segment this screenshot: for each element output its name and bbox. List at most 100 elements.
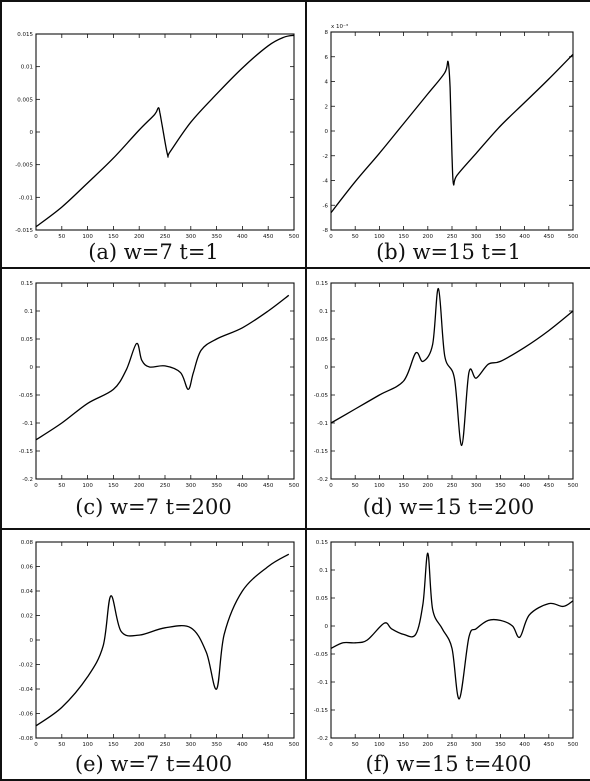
y-tick-label-e-6: 0.04 [21,589,34,595]
y-tick-label-d-6: 0.1 [319,309,328,315]
caption-b: (b) w=15 t=1 [376,240,521,264]
y-tick-label-b-4: 0 [325,129,329,135]
x-tick-label-f-7: 350 [495,742,506,748]
y-tick-label-f-3: -0.05 [314,652,329,658]
x-tick-label-e-2: 100 [82,742,93,748]
plot-frame-d [330,282,574,480]
y-tick-label-b-3: -2 [323,154,328,160]
x-tick-label-d-3: 150 [398,483,409,489]
plot-frame-b [330,31,574,231]
x-tick-label-c-3: 150 [108,483,119,489]
plot-frame-e [35,541,295,739]
x-tick-label-c-8: 400 [237,483,248,489]
x-tick-label-e-10: 500 [289,742,300,748]
y-tick-label-c-0: -0.2 [22,477,33,483]
x-tick-label-a-4: 200 [134,234,145,240]
x-tick-label-f-2: 100 [374,742,385,748]
x-tick-label-e-6: 300 [186,742,197,748]
y-tick-label-a-2: -0.005 [15,163,33,169]
x-tick-label-a-5: 250 [160,234,171,240]
y-tick-label-e-5: 0.02 [21,614,33,620]
series-line-d-0 [330,287,574,447]
y-tick-label-c-7: 0.15 [21,281,34,287]
x-tick-label-d-7: 350 [495,483,506,489]
x-tick-label-e-9: 450 [263,742,274,748]
y-tick-label-b-8: 8 [325,30,329,36]
x-tick-label-a-10: 500 [289,234,300,240]
row-divider-2 [0,528,590,530]
chart-c-svg: 0 50 100 150 200 250 300 350 400 450 500 -0.2 -0.15 -… [19,281,300,489]
y-tick-label-c-6: 0.1 [24,309,33,315]
caption-a: (a) w=7 t=1 [88,240,219,264]
y-tick-label-e-8: 0.08 [21,540,34,546]
subplot-d: 0 50 100 150 200 250 300 350 400 450 500 -0.2 -0.15 -… [307,269,590,528]
y-tick-label-d-3: -0.05 [314,393,329,399]
x-tick-label-f-5: 250 [447,742,458,748]
frame-bottom [0,779,590,781]
chart-f-svg: 0 50 100 150 200 250 300 350 400 450 500 -0.2 -0.15 -… [314,540,579,748]
chart-d-svg: 0 50 100 150 200 250 300 350 400 450 500 -0.2 -0.15 -… [314,281,579,489]
x-tick-label-b-6: 300 [471,234,482,240]
x-tick-label-d-8: 400 [519,483,530,489]
y-tick-label-e-0: -0.08 [19,736,34,742]
series-line-b-0 [330,53,574,214]
y-tick-label-f-1: -0.15 [314,708,329,714]
y-tick-label-a-6: 0.015 [17,32,33,38]
plot-frame-c [35,282,295,480]
x-tick-label-c-0: 0 [34,483,38,489]
x-tick-label-a-7: 350 [211,234,222,240]
y-tick-label-b-2: -4 [323,179,329,185]
y-tick-label-a-1: -0.01 [19,195,33,201]
y-tick-label-f-5: 0.05 [316,596,329,602]
x-tick-label-c-1: 50 [58,483,65,489]
x-tick-label-f-8: 400 [519,742,530,748]
x-tick-label-a-8: 400 [237,234,248,240]
subplot-a: 0 50 100 150 200 250 300 350 400 450 500 -0.015 -0.0… [2,2,305,267]
y-tick-label-b-1: -6 [323,203,329,209]
y-tick-label-d-5: 0.05 [316,337,329,343]
x-tick-label-a-9: 450 [263,234,274,240]
y-tick-label-e-7: 0.06 [21,565,34,571]
x-tick-label-c-7: 350 [211,483,222,489]
x-tick-label-c-2: 100 [82,483,93,489]
x-tick-label-d-5: 250 [447,483,458,489]
x-tick-label-d-9: 450 [544,483,555,489]
y-tick-label-f-2: -0.1 [317,680,328,686]
x-tick-label-f-6: 300 [471,742,482,748]
row-divider-1 [0,267,590,269]
y-tick-label-d-2: -0.1 [317,421,328,427]
x-tick-label-f-4: 200 [423,742,434,748]
x-tick-label-c-6: 300 [186,483,197,489]
x-tick-label-b-3: 150 [398,234,409,240]
x-tick-label-b-0: 0 [329,234,333,240]
series-line-f-0 [330,552,574,700]
x-tick-label-b-2: 100 [374,234,385,240]
x-tick-label-b-1: 50 [352,234,359,240]
x-tick-label-c-5: 250 [160,483,171,489]
y-tick-label-b-0: -8 [323,228,329,234]
x-tick-label-e-1: 50 [58,742,65,748]
x-tick-label-a-3: 150 [108,234,119,240]
x-tick-label-b-7: 350 [495,234,506,240]
x-tick-label-f-0: 0 [329,742,333,748]
chart-b-svg: 0 50 100 150 200 250 300 350 400 450 500 -8 -6 -4 -2 0 2… [323,23,579,240]
x-tick-label-d-1: 50 [352,483,359,489]
y-tick-label-e-1: -0.06 [19,712,34,718]
x-tick-label-e-5: 250 [160,742,171,748]
x-tick-label-e-0: 0 [34,742,38,748]
x-tick-label-d-10: 500 [568,483,579,489]
chart-e-svg: 0 50 100 150 200 250 300 350 400 450 500 -0.08 -0.06… [19,540,300,748]
x-tick-label-e-8: 400 [237,742,248,748]
chart-a-svg: 0 50 100 150 200 250 300 350 400 450 500 -0.015 -0.0… [15,32,300,240]
x-tick-label-d-4: 200 [423,483,434,489]
x-tick-label-b-8: 400 [519,234,530,240]
x-tick-label-b-5: 250 [447,234,458,240]
y-tick-label-d-7: 0.15 [316,281,329,287]
y-tick-label-c-2: -0.1 [22,421,33,427]
y-multiplier-b: x 10⁻³ [331,23,348,30]
series-line-c-0 [35,294,290,441]
series-line-e-0 [35,553,290,727]
x-tick-label-e-7: 350 [211,742,222,748]
x-tick-label-a-1: 50 [58,234,65,240]
x-tick-label-f-3: 150 [398,742,409,748]
